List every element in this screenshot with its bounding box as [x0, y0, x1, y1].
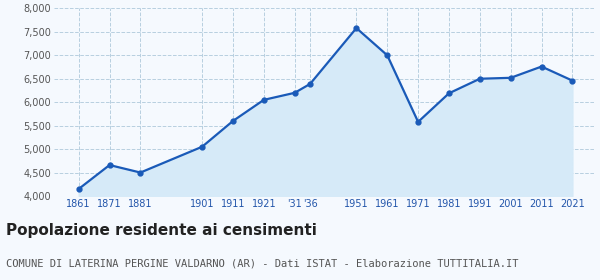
Text: Popolazione residente ai censimenti: Popolazione residente ai censimenti [6, 223, 317, 238]
Text: COMUNE DI LATERINA PERGINE VALDARNO (AR) - Dati ISTAT - Elaborazione TUTTITALIA.: COMUNE DI LATERINA PERGINE VALDARNO (AR)… [6, 259, 518, 269]
